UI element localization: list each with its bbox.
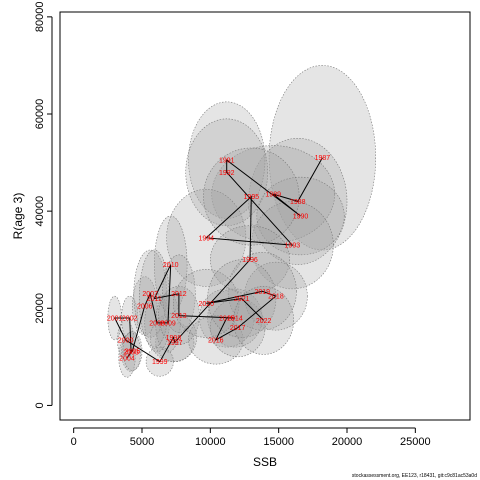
y-axis: 0 20000 40000 60000 80000 bbox=[34, 2, 53, 408]
year-label-1988: 1988 bbox=[290, 199, 306, 206]
year-label-2016: 2016 bbox=[208, 337, 224, 344]
year-label-2017: 2017 bbox=[230, 325, 246, 332]
year-label-2021: 2021 bbox=[234, 296, 250, 303]
year-label-2006: 2006 bbox=[137, 303, 153, 310]
year-label-1998: 1998 bbox=[166, 335, 182, 342]
year-label-2022: 2022 bbox=[256, 318, 272, 325]
year-label-1987: 1987 bbox=[315, 155, 331, 162]
year-label-1993: 1993 bbox=[285, 243, 301, 250]
y-tick-label: 80000 bbox=[34, 2, 46, 33]
x-axis-title: SSB bbox=[253, 455, 277, 469]
y-tick-label: 40000 bbox=[34, 196, 46, 227]
year-label-2004: 2004 bbox=[119, 355, 135, 362]
year-label-1989: 1989 bbox=[265, 192, 281, 199]
y-tick-label: 60000 bbox=[34, 99, 46, 130]
year-label-2013: 2013 bbox=[171, 313, 187, 320]
x-tick-label: 15000 bbox=[263, 436, 294, 448]
trajectory-lines bbox=[113, 157, 323, 363]
footnote: stockassessment.org, EE123, r18431, git:… bbox=[352, 473, 477, 479]
year-label-1991: 1991 bbox=[219, 158, 235, 165]
plot-frame bbox=[59, 11, 471, 421]
trajectory-line bbox=[113, 157, 323, 363]
year-labels: 1987 1988 1989 1990 1991 1992 1993 1994 1995 1996… bbox=[107, 155, 330, 366]
year-label-1997: 1997 bbox=[167, 340, 183, 347]
year-label-1992: 1992 bbox=[219, 170, 235, 177]
ellipse-2022 bbox=[233, 286, 294, 355]
x-tick-label: 5000 bbox=[130, 436, 154, 448]
ellipse-2014 bbox=[207, 288, 263, 348]
year-label-2020: 2020 bbox=[198, 301, 214, 308]
year-label-2007: 2007 bbox=[142, 291, 158, 298]
year-label-1996: 1996 bbox=[242, 257, 258, 264]
year-label-2012: 2012 bbox=[171, 291, 187, 298]
year-label-2003: 2003 bbox=[123, 350, 139, 357]
ellipse-1990 bbox=[256, 176, 345, 256]
year-label-1994: 1994 bbox=[198, 235, 214, 242]
y-tick-label: 20000 bbox=[34, 293, 46, 324]
year-label-2000: 2000 bbox=[118, 337, 134, 344]
y-axis-title: R(age 3) bbox=[11, 193, 25, 240]
year-label-2001: 2001 bbox=[107, 316, 123, 323]
year-label-1999: 1999 bbox=[152, 359, 168, 366]
x-tick-label: 0 bbox=[71, 436, 77, 448]
year-label-2010: 2010 bbox=[163, 262, 179, 269]
year-label-1995: 1995 bbox=[244, 194, 260, 201]
year-label-2018: 2018 bbox=[268, 294, 284, 301]
year-label-2009: 2009 bbox=[160, 320, 176, 327]
year-label-2005: 2005 bbox=[125, 349, 141, 356]
x-tick-label: 20000 bbox=[332, 436, 363, 448]
year-label-2011: 2011 bbox=[147, 296, 162, 303]
year-label-2014: 2014 bbox=[227, 316, 243, 323]
year-label-2019: 2019 bbox=[254, 289, 270, 296]
year-label-2008: 2008 bbox=[149, 320, 165, 327]
x-axis: 0 5000 10000 15000 20000 25000 bbox=[71, 427, 431, 448]
y-tick-label: 0 bbox=[34, 402, 46, 408]
year-label-1990: 1990 bbox=[293, 214, 309, 221]
year-label-2002: 2002 bbox=[122, 316, 138, 323]
x-tick-label: 25000 bbox=[400, 436, 431, 448]
x-tick-label: 10000 bbox=[195, 436, 226, 448]
year-label-2015: 2015 bbox=[219, 316, 235, 323]
